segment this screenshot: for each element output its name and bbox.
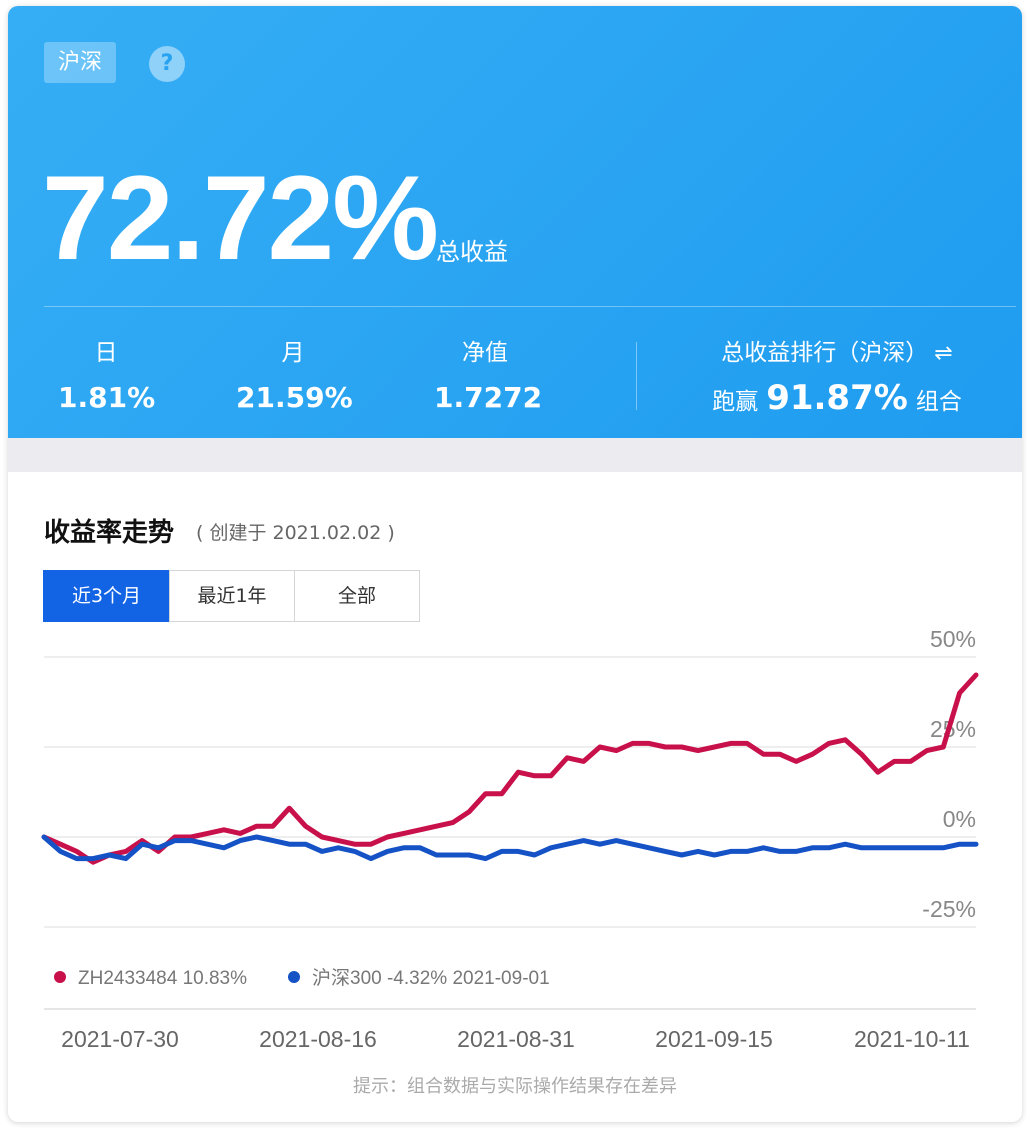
header-divider [44, 306, 1016, 307]
y-tick-label: -25% [922, 896, 976, 922]
market-tag[interactable]: 沪深 [44, 42, 117, 83]
rank-suffix: 组合 [915, 389, 962, 415]
rank-label-text: 总收益排行（沪深） [721, 340, 929, 366]
tab-all[interactable]: 全部 [294, 570, 420, 622]
app-frame: 沪深 ? 72.72% 总收益 日 1.81% 月 21.59% 净值 1.72… [8, 6, 1022, 1122]
month-stat: 月 21.59% [236, 338, 353, 418]
y-tick-label: 0% [943, 806, 976, 832]
x-tick-label: 2021-08-31 [457, 1026, 575, 1052]
nav-stat: 净值 1.7272 [434, 338, 543, 418]
day-stat: 日 1.81% [58, 338, 156, 418]
rank-line: 跑赢 91.87% 组合 [692, 377, 982, 423]
series-line-portfolio [41, 672, 979, 865]
range-tabs: 近3个月 最近1年 全部 [43, 570, 420, 622]
rank-label: 总收益排行（沪深） ⇌ [692, 338, 982, 369]
month-label: 月 [281, 340, 305, 366]
legend-dot-portfolio [54, 971, 66, 983]
stats-divider [636, 342, 637, 410]
tab-1-year[interactable]: 最近1年 [169, 570, 295, 622]
day-label: 日 [94, 340, 118, 366]
disclaimer-note: 提示：组合数据与实际操作结果存在差异 [353, 1076, 677, 1097]
rank-prefix: 跑赢 [712, 389, 759, 415]
nav-label: 净值 [462, 340, 508, 366]
rank-block[interactable]: 总收益排行（沪深） ⇌ 跑赢 91.87% 组合 [692, 338, 982, 423]
summary-header: 沪深 ? 72.72% 总收益 日 1.81% 月 21.59% 净值 1.72… [8, 6, 1022, 438]
x-tick-label: 2021-10-11 [854, 1026, 970, 1052]
month-value: 21.59% [236, 381, 353, 414]
total-return-value: 72.72% [42, 151, 439, 285]
series-line-index [41, 834, 979, 862]
day-value: 1.81% [58, 381, 156, 414]
swap-icon[interactable]: ⇌ [934, 341, 953, 366]
x-tick-label: 2021-07-30 [61, 1026, 179, 1052]
legend-label-portfolio: ZH2433484 10.83% [78, 968, 247, 989]
card-subtitle: ( 创建于 2021.02.02 ) [196, 522, 395, 544]
y-tick-label: 50% [930, 626, 976, 652]
x-tick-label: 2021-08-16 [259, 1026, 377, 1052]
x-tick-label: 2021-09-15 [655, 1026, 773, 1052]
legend-label-index: 沪深300 -4.32% 2021-09-01 [312, 967, 550, 989]
return-chart[interactable]: 50%25%0%-25%ZH2433484 10.83% 沪深300 -4.32%… [8, 472, 1022, 1072]
trend-card: 收益率走势 ( 创建于 2021.02.02 ) 近3个月 最近1年 全部 50… [8, 472, 1022, 1122]
tab-3-months[interactable]: 近3个月 [43, 570, 170, 622]
card-title: 收益率走势 [44, 518, 175, 548]
nav-value: 1.7272 [434, 381, 543, 414]
total-return-label: 总收益 [436, 238, 508, 266]
legend-dot-index [288, 971, 300, 983]
rank-value: 91.87% [766, 378, 908, 418]
help-icon[interactable]: ? [149, 46, 185, 82]
